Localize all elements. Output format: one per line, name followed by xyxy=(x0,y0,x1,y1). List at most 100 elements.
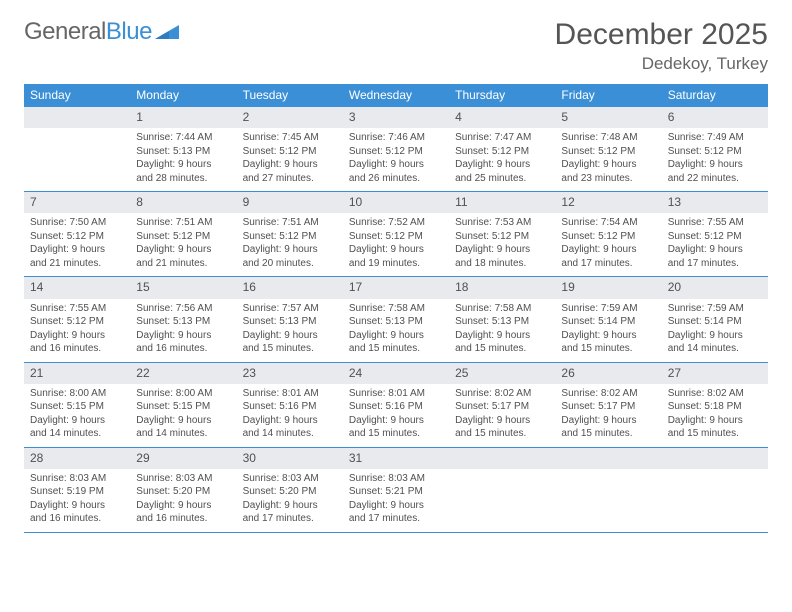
sunrise-line: Sunrise: 7:45 AM xyxy=(243,131,337,145)
sunset-line: Sunset: 5:12 PM xyxy=(349,145,443,159)
day-body: Sunrise: 8:01 AMSunset: 5:16 PMDaylight:… xyxy=(343,384,449,441)
calendar-day-cell: 26Sunrise: 8:02 AMSunset: 5:17 PMDayligh… xyxy=(555,363,661,447)
header-row: GeneralBlue December 2025 Dedekoy, Turke… xyxy=(24,18,768,74)
day-of-week-header: SundayMondayTuesdayWednesdayThursdayFrid… xyxy=(24,84,768,107)
day-number: 12 xyxy=(555,192,661,213)
daylight-line-2: and 25 minutes. xyxy=(455,172,549,186)
calendar-day-cell: 12Sunrise: 7:54 AMSunset: 5:12 PMDayligh… xyxy=(555,192,661,276)
calendar-day-cell: 13Sunrise: 7:55 AMSunset: 5:12 PMDayligh… xyxy=(662,192,768,276)
daylight-line-2: and 16 minutes. xyxy=(30,512,124,526)
daylight-line-1: Daylight: 9 hours xyxy=(455,158,549,172)
calendar-week-row: 7Sunrise: 7:50 AMSunset: 5:12 PMDaylight… xyxy=(24,192,768,277)
calendar-day-cell: 29Sunrise: 8:03 AMSunset: 5:20 PMDayligh… xyxy=(130,448,236,532)
calendar-day-cell: 28Sunrise: 8:03 AMSunset: 5:19 PMDayligh… xyxy=(24,448,130,532)
sunset-line: Sunset: 5:12 PM xyxy=(30,230,124,244)
daylight-line-2: and 15 minutes. xyxy=(243,342,337,356)
sunset-line: Sunset: 5:13 PM xyxy=(455,315,549,329)
sunrise-line: Sunrise: 8:03 AM xyxy=(243,472,337,486)
calendar-day-cell: 24Sunrise: 8:01 AMSunset: 5:16 PMDayligh… xyxy=(343,363,449,447)
daylight-line-1: Daylight: 9 hours xyxy=(136,414,230,428)
day-number: 7 xyxy=(24,192,130,213)
day-body: Sunrise: 7:47 AMSunset: 5:12 PMDaylight:… xyxy=(449,128,555,185)
calendar-day-cell: 22Sunrise: 8:00 AMSunset: 5:15 PMDayligh… xyxy=(130,363,236,447)
sunrise-line: Sunrise: 7:46 AM xyxy=(349,131,443,145)
calendar-week-row: 1Sunrise: 7:44 AMSunset: 5:13 PMDaylight… xyxy=(24,107,768,192)
daylight-line-2: and 21 minutes. xyxy=(30,257,124,271)
day-body: Sunrise: 8:02 AMSunset: 5:17 PMDaylight:… xyxy=(555,384,661,441)
calendar-day-cell: 25Sunrise: 8:02 AMSunset: 5:17 PMDayligh… xyxy=(449,363,555,447)
sunset-line: Sunset: 5:12 PM xyxy=(243,145,337,159)
calendar-day-cell: 31Sunrise: 8:03 AMSunset: 5:21 PMDayligh… xyxy=(343,448,449,532)
sunset-line: Sunset: 5:17 PM xyxy=(455,400,549,414)
day-number: 23 xyxy=(237,363,343,384)
day-body: Sunrise: 7:52 AMSunset: 5:12 PMDaylight:… xyxy=(343,213,449,270)
daylight-line-2: and 14 minutes. xyxy=(668,342,762,356)
daylight-line-2: and 15 minutes. xyxy=(455,342,549,356)
day-number: 13 xyxy=(662,192,768,213)
daylight-line-2: and 22 minutes. xyxy=(668,172,762,186)
calendar-day-cell: 30Sunrise: 8:03 AMSunset: 5:20 PMDayligh… xyxy=(237,448,343,532)
day-body: Sunrise: 7:57 AMSunset: 5:13 PMDaylight:… xyxy=(237,299,343,356)
day-body: Sunrise: 8:03 AMSunset: 5:21 PMDaylight:… xyxy=(343,469,449,526)
sunrise-line: Sunrise: 7:55 AM xyxy=(30,302,124,316)
day-number: 8 xyxy=(130,192,236,213)
sunrise-line: Sunrise: 8:01 AM xyxy=(243,387,337,401)
daylight-line-1: Daylight: 9 hours xyxy=(455,243,549,257)
sunrise-line: Sunrise: 7:56 AM xyxy=(136,302,230,316)
daylight-line-1: Daylight: 9 hours xyxy=(349,414,443,428)
sunrise-line: Sunrise: 7:54 AM xyxy=(561,216,655,230)
daylight-line-1: Daylight: 9 hours xyxy=(349,158,443,172)
daylight-line-2: and 14 minutes. xyxy=(30,427,124,441)
sunrise-line: Sunrise: 8:03 AM xyxy=(30,472,124,486)
sunrise-line: Sunrise: 7:47 AM xyxy=(455,131,549,145)
day-body: Sunrise: 8:00 AMSunset: 5:15 PMDaylight:… xyxy=(24,384,130,441)
sunrise-line: Sunrise: 7:58 AM xyxy=(349,302,443,316)
daylight-line-1: Daylight: 9 hours xyxy=(349,329,443,343)
sunrise-line: Sunrise: 8:00 AM xyxy=(30,387,124,401)
daylight-line-2: and 15 minutes. xyxy=(349,427,443,441)
sunset-line: Sunset: 5:12 PM xyxy=(30,315,124,329)
daylight-line-1: Daylight: 9 hours xyxy=(561,158,655,172)
day-body: Sunrise: 8:02 AMSunset: 5:18 PMDaylight:… xyxy=(662,384,768,441)
daylight-line-1: Daylight: 9 hours xyxy=(243,499,337,513)
sunrise-line: Sunrise: 7:44 AM xyxy=(136,131,230,145)
day-number: 4 xyxy=(449,107,555,128)
daylight-line-1: Daylight: 9 hours xyxy=(668,329,762,343)
day-body: Sunrise: 7:51 AMSunset: 5:12 PMDaylight:… xyxy=(130,213,236,270)
daylight-line-1: Daylight: 9 hours xyxy=(30,414,124,428)
day-body: Sunrise: 8:03 AMSunset: 5:20 PMDaylight:… xyxy=(237,469,343,526)
day-of-week-label: Thursday xyxy=(449,84,555,107)
sunset-line: Sunset: 5:13 PM xyxy=(136,315,230,329)
daylight-line-1: Daylight: 9 hours xyxy=(243,329,337,343)
daylight-line-2: and 17 minutes. xyxy=(668,257,762,271)
daylight-line-2: and 23 minutes. xyxy=(561,172,655,186)
day-number: 31 xyxy=(343,448,449,469)
day-number: 11 xyxy=(449,192,555,213)
calendar-page: GeneralBlue December 2025 Dedekoy, Turke… xyxy=(0,0,792,612)
daylight-line-2: and 28 minutes. xyxy=(136,172,230,186)
sunrise-line: Sunrise: 8:00 AM xyxy=(136,387,230,401)
day-number: 29 xyxy=(130,448,236,469)
calendar-day-cell: 1Sunrise: 7:44 AMSunset: 5:13 PMDaylight… xyxy=(130,107,236,191)
calendar-day-cell: 20Sunrise: 7:59 AMSunset: 5:14 PMDayligh… xyxy=(662,277,768,361)
day-of-week-label: Wednesday xyxy=(343,84,449,107)
sunset-line: Sunset: 5:12 PM xyxy=(136,230,230,244)
calendar-day-cell: 27Sunrise: 8:02 AMSunset: 5:18 PMDayligh… xyxy=(662,363,768,447)
day-number: 20 xyxy=(662,277,768,298)
day-number: 10 xyxy=(343,192,449,213)
sunset-line: Sunset: 5:12 PM xyxy=(668,145,762,159)
day-body: Sunrise: 7:46 AMSunset: 5:12 PMDaylight:… xyxy=(343,128,449,185)
calendar-day-cell: 3Sunrise: 7:46 AMSunset: 5:12 PMDaylight… xyxy=(343,107,449,191)
calendar-day-cell: 15Sunrise: 7:56 AMSunset: 5:13 PMDayligh… xyxy=(130,277,236,361)
day-number: 16 xyxy=(237,277,343,298)
calendar-day-cell: 7Sunrise: 7:50 AMSunset: 5:12 PMDaylight… xyxy=(24,192,130,276)
day-body: Sunrise: 7:59 AMSunset: 5:14 PMDaylight:… xyxy=(555,299,661,356)
day-body: Sunrise: 7:59 AMSunset: 5:14 PMDaylight:… xyxy=(662,299,768,356)
page-title: December 2025 xyxy=(555,18,768,52)
calendar-day-cell: 11Sunrise: 7:53 AMSunset: 5:12 PMDayligh… xyxy=(449,192,555,276)
day-body: Sunrise: 7:53 AMSunset: 5:12 PMDaylight:… xyxy=(449,213,555,270)
sunrise-line: Sunrise: 7:59 AM xyxy=(561,302,655,316)
day-body: Sunrise: 8:03 AMSunset: 5:20 PMDaylight:… xyxy=(130,469,236,526)
sunrise-line: Sunrise: 8:02 AM xyxy=(561,387,655,401)
calendar-week-row: 28Sunrise: 8:03 AMSunset: 5:19 PMDayligh… xyxy=(24,448,768,533)
